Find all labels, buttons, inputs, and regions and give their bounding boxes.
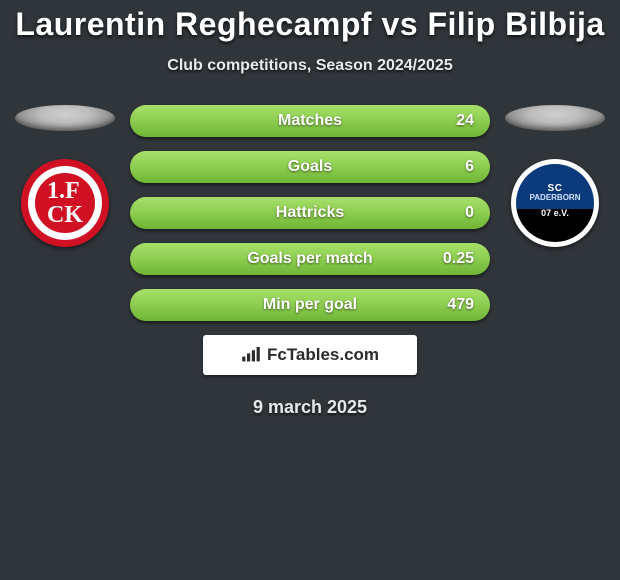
club-logo-left-ring: 1.F CK xyxy=(28,166,102,240)
club-logo-right-core: SC PADERBORN 07 e.V. xyxy=(516,164,594,242)
club-logo-left: 1.F CK xyxy=(21,159,109,247)
stat-bar-matches: Matches 24 xyxy=(130,105,490,137)
date-label: 9 march 2025 xyxy=(0,397,620,418)
club-logo-left-core: 1.F CK xyxy=(35,173,95,233)
bar-chart-icon xyxy=(241,347,261,363)
stat-label: Min per goal xyxy=(263,296,357,314)
page-title: Laurentin Reghecampf vs Filip Bilbija xyxy=(0,6,620,43)
stat-value-right: 24 xyxy=(456,112,474,130)
stat-label: Goals per match xyxy=(247,250,372,268)
stat-bar-goals: Goals 6 xyxy=(130,151,490,183)
stat-label: Matches xyxy=(278,112,342,130)
stat-label: Hattricks xyxy=(276,204,344,222)
stat-bar-min-per-goal: Min per goal 479 xyxy=(130,289,490,321)
comparison-card: Laurentin Reghecampf vs Filip Bilbija Cl… xyxy=(0,0,620,418)
club-logo-left-text: 1.F CK xyxy=(47,179,83,227)
body-row: 1.F CK Matches 24 Goals 6 Hatt xyxy=(0,105,620,375)
player-silhouette-left xyxy=(15,105,115,131)
club-logo-right: SC PADERBORN 07 e.V. xyxy=(511,159,599,247)
stat-label: Goals xyxy=(288,158,332,176)
player-silhouette-right xyxy=(505,105,605,131)
stat-value-right: 0 xyxy=(465,204,474,222)
right-player-col: SC PADERBORN 07 e.V. xyxy=(500,105,610,247)
club-logo-right-text-bot: 07 e.V. xyxy=(541,208,569,218)
stat-bar-hattricks: Hattricks 0 xyxy=(130,197,490,229)
stat-bar-goals-per-match: Goals per match 0.25 xyxy=(130,243,490,275)
club-logo-right-text-mid: PADERBORN xyxy=(530,193,581,202)
branding-text: FcTables.com xyxy=(267,345,379,365)
stat-value-right: 0.25 xyxy=(443,250,474,268)
left-player-col: 1.F CK xyxy=(10,105,120,247)
page-subtitle: Club competitions, Season 2024/2025 xyxy=(0,57,620,75)
branding-badge: FcTables.com xyxy=(203,335,417,375)
stat-value-right: 6 xyxy=(465,158,474,176)
stats-column: Matches 24 Goals 6 Hattricks 0 Goals per… xyxy=(130,105,490,375)
stat-value-right: 479 xyxy=(447,296,474,314)
